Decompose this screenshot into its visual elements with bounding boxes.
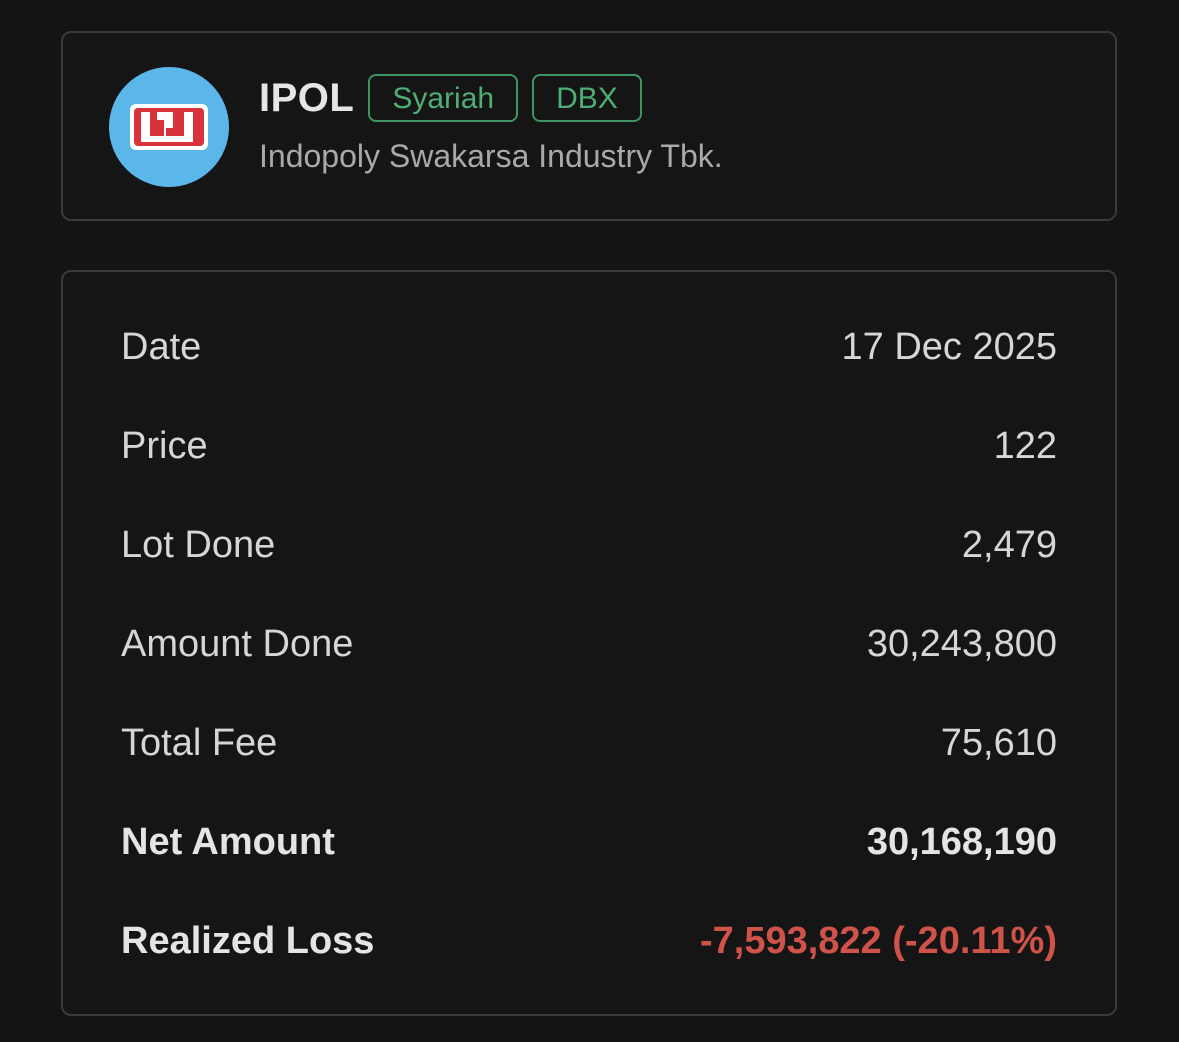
detail-label: Price: [121, 424, 208, 467]
detail-row-date: Date 17 Dec 2025: [121, 317, 1057, 377]
ticker-row: IPOL Syariah DBX: [259, 74, 642, 122]
detail-value: 17 Dec 2025: [841, 325, 1058, 368]
detail-row-amount-done: Amount Done 30,243,800: [121, 614, 1057, 674]
stock-header-card[interactable]: IPOL Syariah DBX Indopoly Swakarsa Indus…: [61, 31, 1117, 221]
detail-row-lot-done: Lot Done 2,479: [121, 515, 1057, 575]
detail-value: 2,479: [961, 523, 1057, 566]
badge-dbx: DBX: [532, 74, 642, 122]
ipol-logo-icon: [109, 67, 229, 187]
badge-syariah: Syariah: [368, 74, 519, 122]
detail-value: 75,610: [940, 721, 1057, 764]
detail-value: 30,168,190: [866, 820, 1057, 863]
detail-label: Net Amount: [121, 820, 335, 863]
detail-row-total-fee: Total Fee 75,610: [121, 713, 1057, 773]
detail-value: 122: [993, 424, 1057, 467]
detail-row-price: Price 122: [121, 416, 1057, 476]
detail-label: Realized Loss: [121, 919, 375, 962]
detail-label: Date: [121, 325, 202, 368]
trade-details-card: Date 17 Dec 2025 Price 122 Lot Done 2,47…: [61, 270, 1117, 1016]
detail-value: 30,243,800: [866, 622, 1057, 665]
detail-label: Total Fee: [121, 721, 278, 764]
ticker-symbol: IPOL: [259, 75, 355, 120]
company-name: Indopoly Swakarsa Industry Tbk.: [259, 138, 723, 174]
detail-label: Amount Done: [121, 622, 354, 665]
detail-row-realized-loss: Realized Loss -7,593,822 (-20.11%): [121, 911, 1057, 971]
detail-row-net-amount: Net Amount 30,168,190: [121, 812, 1057, 872]
realized-loss-value: -7,593,822 (-20.11%): [699, 919, 1057, 962]
detail-label: Lot Done: [121, 523, 276, 566]
